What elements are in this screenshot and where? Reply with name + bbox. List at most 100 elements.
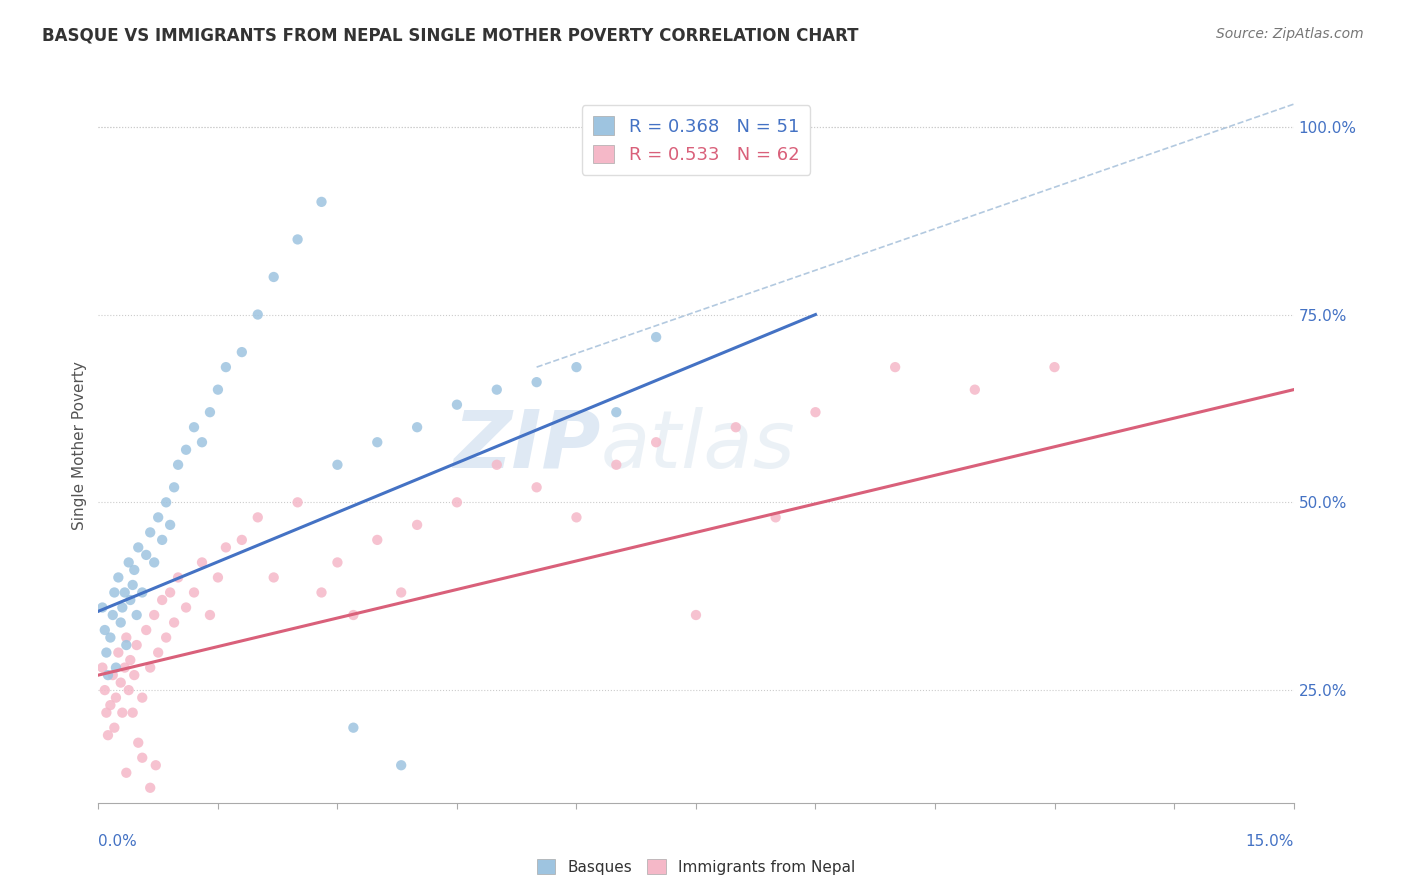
Point (366, 435, 388, 450)
Point (111, 600, 134, 615)
Point (765, 510, 787, 524)
Point (148, 646, 170, 660)
Point (724, 420, 747, 434)
Point (159, 517, 181, 532)
Point (231, 533, 253, 547)
Point (118, 556, 141, 570)
Point (139, 660, 162, 674)
Point (246, 510, 269, 524)
Point (110, 615, 132, 630)
Point (148, 510, 170, 524)
Point (565, 510, 588, 524)
Point (215, 541, 238, 555)
Point (115, 638, 138, 652)
Point (94, 623, 117, 637)
Point (120, 653, 142, 667)
Point (145, 758, 167, 772)
Point (406, 517, 429, 532)
Point (104, 660, 127, 674)
Point (167, 458, 190, 472)
Point (125, 638, 148, 652)
Point (107, 646, 129, 660)
Point (114, 585, 136, 599)
Point (645, 330, 668, 344)
Point (207, 570, 229, 584)
Point (150, 533, 173, 547)
Point (174, 600, 197, 615)
Point (263, 270, 285, 285)
Point (198, 607, 221, 622)
Point (121, 578, 143, 592)
Y-axis label: Single Mother Poverty: Single Mother Poverty (72, 361, 87, 531)
Point (263, 570, 285, 584)
Point (446, 495, 468, 509)
Point (605, 405, 627, 419)
Point (97, 668, 120, 682)
Point (143, 556, 166, 570)
Point (389, 585, 412, 599)
Point (215, 360, 238, 375)
Point (150, 593, 173, 607)
Text: BASQUE VS IMMIGRANTS FROM NEPAL SINGLE MOTHER POVERTY CORRELATION CHART: BASQUE VS IMMIGRANTS FROM NEPAL SINGLE M… (42, 27, 859, 45)
Text: Source: ZipAtlas.com: Source: ZipAtlas.com (1216, 27, 1364, 41)
Point (167, 570, 190, 584)
Point (127, 541, 149, 555)
Point (159, 585, 181, 599)
Point (107, 570, 129, 584)
Text: atlas: atlas (600, 407, 796, 485)
Point (645, 435, 668, 450)
Point (111, 706, 134, 720)
Point (526, 480, 548, 494)
Point (231, 345, 253, 359)
Point (1043, 360, 1066, 375)
Point (287, 495, 309, 509)
Point (526, 375, 548, 389)
Point (485, 383, 508, 397)
Point (406, 420, 429, 434)
Point (342, 721, 364, 735)
Point (685, 607, 707, 622)
Point (98, 631, 122, 645)
Point (91, 600, 114, 615)
Point (124, 563, 146, 577)
Point (163, 480, 186, 494)
Point (389, 758, 412, 772)
Point (135, 548, 157, 562)
Point (96, 646, 118, 660)
Point (121, 706, 143, 720)
Point (183, 585, 205, 599)
Point (174, 442, 197, 457)
Point (163, 615, 186, 630)
Point (963, 383, 986, 397)
Point (366, 533, 388, 547)
Point (183, 420, 205, 434)
Point (125, 607, 148, 622)
Point (485, 458, 508, 472)
Point (884, 360, 907, 375)
Point (311, 194, 333, 209)
Point (127, 736, 149, 750)
Point (131, 690, 153, 705)
Point (115, 631, 138, 645)
Point (114, 660, 136, 674)
Point (118, 683, 141, 698)
Point (342, 607, 364, 622)
Text: 15.0%: 15.0% (1246, 834, 1294, 849)
Point (143, 607, 166, 622)
Point (605, 458, 627, 472)
Point (124, 668, 146, 682)
Point (91, 660, 114, 674)
Point (191, 556, 214, 570)
Point (103, 585, 125, 599)
Point (565, 360, 588, 375)
Point (104, 690, 127, 705)
Point (110, 675, 132, 690)
Point (191, 435, 214, 450)
Point (155, 631, 177, 645)
Point (96, 706, 118, 720)
Point (103, 721, 125, 735)
Point (131, 585, 153, 599)
Point (139, 780, 162, 795)
Point (446, 398, 468, 412)
Point (131, 750, 153, 764)
